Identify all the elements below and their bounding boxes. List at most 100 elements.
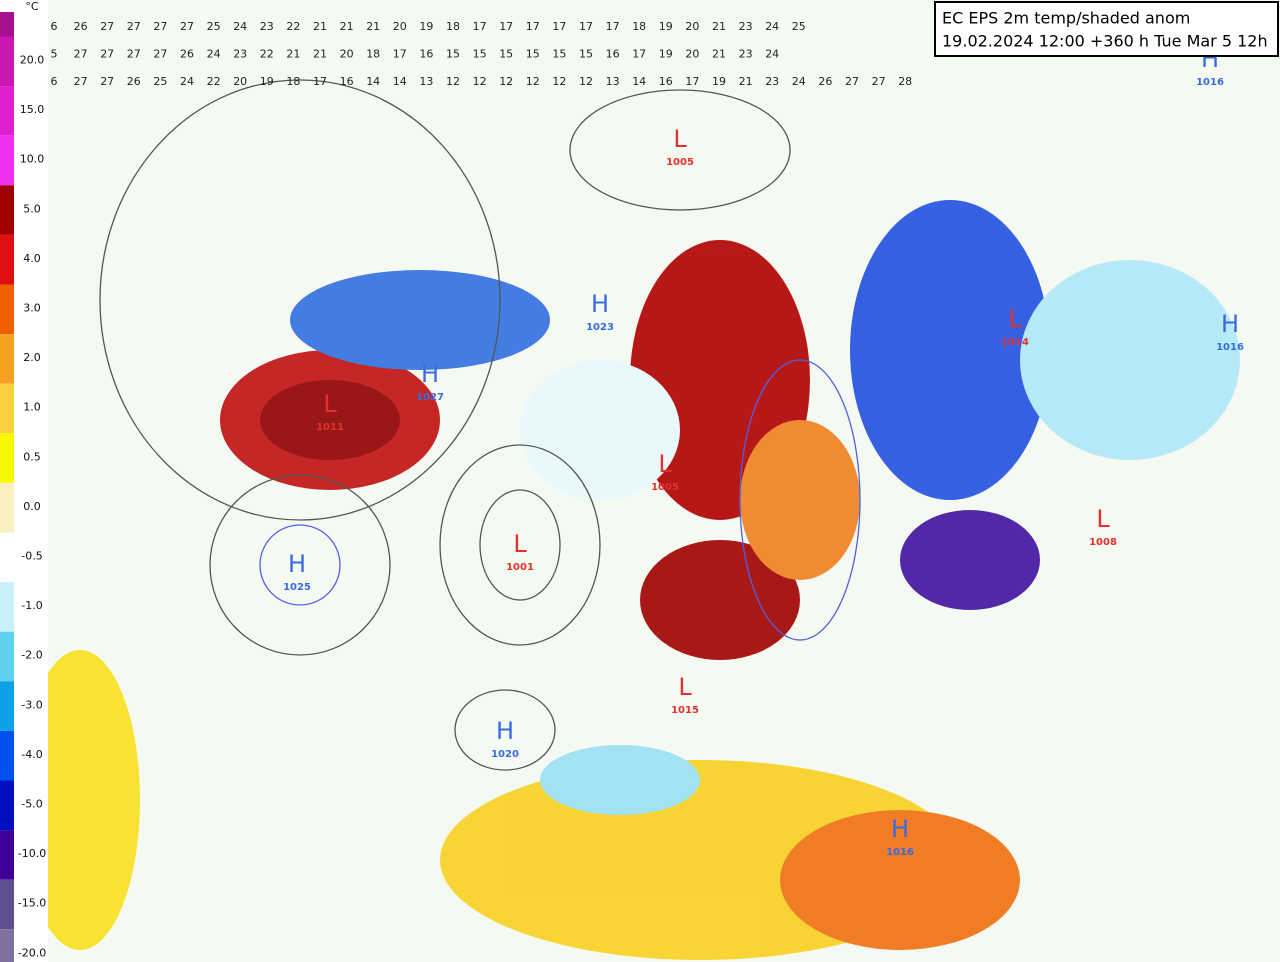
legend-swatch — [0, 433, 14, 483]
legend-label: 15.0 — [20, 103, 45, 116]
temperature-value: 16 — [659, 75, 673, 88]
temperature-value: 20 — [393, 20, 407, 33]
temperature-value: 27 — [74, 48, 88, 61]
legend-swatch — [0, 482, 14, 533]
legend-swatch — [0, 334, 14, 384]
legend-swatch — [0, 929, 14, 962]
legend-label: 5.0 — [23, 202, 41, 215]
pressure-centers: H 1025 H 1020 H 1027 H 1023 L 1005 L 1001 L 1005 L 1011… — [283, 45, 1244, 858]
temperature-value: 24 — [180, 75, 194, 88]
pressure-letter: H — [421, 360, 439, 388]
temperature-value: 16 — [419, 48, 433, 61]
legend-label: -10.0 — [18, 847, 46, 860]
legend-swatch — [0, 582, 14, 632]
temperature-value: 20 — [233, 75, 247, 88]
title-box: EC EPS 2m temp/shaded anom 19.02.2024 12… — [934, 1, 1279, 57]
pressure-letter: L — [323, 390, 337, 418]
legend-swatch — [0, 879, 14, 930]
temperature-value: 26 — [818, 75, 832, 88]
legend-label: -3.0 — [21, 698, 42, 711]
temperature-value: 21 — [712, 48, 726, 61]
legend-swatch — [0, 284, 14, 335]
temperature-value: 27 — [153, 48, 167, 61]
legend: °C 20.0 15.0 10.0 5.0 4.0 3.0 2.0 1.0 0.5 0.0 -0.5 -… — [0, 0, 48, 962]
temperature-value: 5 — [51, 48, 58, 61]
temperature-value: 25 — [207, 20, 221, 33]
temperature-value: 17 — [579, 20, 593, 33]
temperature-value: 6 — [51, 75, 58, 88]
temperature-grid: 6 26 27 27 27 27 25 24 23 22 21 21 21 20 19 18 17 17 17 17 1… — [51, 20, 913, 88]
temperature-value: 16 — [606, 48, 620, 61]
temperature-value: 12 — [552, 75, 566, 88]
temperature-value: 23 — [765, 75, 779, 88]
pressure-value: 1016 — [1216, 342, 1244, 353]
pressure-value: 1001 — [506, 562, 534, 573]
temperature-value: 21 — [739, 75, 753, 88]
pressure-value: 1011 — [316, 422, 344, 433]
legend-swatch — [0, 234, 14, 285]
temperature-value: 27 — [872, 75, 886, 88]
pressure-letter: L — [1008, 305, 1022, 333]
temperature-value: 17 — [552, 20, 566, 33]
legend-label: -1.0 — [21, 599, 42, 612]
temperature-value: 19 — [712, 75, 726, 88]
pressure-letter: L — [678, 673, 692, 701]
temperature-value: 13 — [419, 75, 433, 88]
legend-swatch — [0, 135, 14, 186]
legend-label: 3.0 — [23, 302, 41, 315]
temperature-value: 14 — [632, 75, 646, 88]
temperature-value: 17 — [473, 20, 487, 33]
pressure-value: 1005 — [666, 157, 694, 168]
temperature-value: 19 — [659, 20, 673, 33]
temperature-value: 15 — [473, 48, 487, 61]
pressure-value: 1008 — [1089, 537, 1117, 548]
pressure-value: 1015 — [671, 705, 699, 716]
temperature-value: 24 — [792, 75, 806, 88]
legend-label: -15.0 — [18, 897, 46, 910]
temperature-value: 23 — [739, 20, 753, 33]
legend-label: -20.0 — [18, 946, 46, 959]
temperature-value: 26 — [74, 20, 88, 33]
temperature-value: 17 — [499, 20, 513, 33]
legend-unit: °C — [25, 0, 39, 13]
pressure-value: 1016 — [1196, 77, 1224, 88]
legend-swatch — [0, 12, 14, 37]
temperature-value: 28 — [898, 75, 912, 88]
legend-swatch — [0, 681, 14, 731]
legend-label: 0.0 — [23, 500, 41, 513]
temperature-value: 22 — [207, 75, 221, 88]
legend-swatch — [0, 36, 14, 87]
temperature-value: 24 — [233, 20, 247, 33]
pressure-value: 1020 — [491, 749, 519, 760]
pressure-letter: H — [591, 290, 609, 318]
pressure-value: 1014 — [1001, 337, 1029, 348]
legend-swatch — [0, 631, 14, 682]
temperature-value: 14 — [366, 75, 380, 88]
legend-label: 1.0 — [23, 401, 41, 414]
temperature-value: 27 — [100, 20, 114, 33]
temperature-value: 24 — [765, 48, 779, 61]
temperature-value: 14 — [393, 75, 407, 88]
legend-swatch — [0, 730, 14, 781]
temperature-value: 26 — [127, 75, 141, 88]
legend-label: 0.5 — [23, 450, 41, 463]
temperature-value: 27 — [127, 20, 141, 33]
title-frame — [934, 1, 1279, 57]
pressure-value: 1016 — [886, 847, 914, 858]
legend-swatch — [0, 86, 14, 136]
pressure-value: 1027 — [416, 392, 444, 403]
temperature-value: 27 — [153, 20, 167, 33]
legend-label: -0.5 — [21, 550, 42, 563]
temperature-value: 20 — [340, 48, 354, 61]
temperature-value: 27 — [127, 48, 141, 61]
shaded-anomalies — [20, 200, 1240, 960]
temperature-value: 21 — [313, 20, 327, 33]
temperature-value: 12 — [473, 75, 487, 88]
legend-label: 4.0 — [23, 252, 41, 265]
title-line-1: EC EPS 2m temp/shaded anom — [942, 9, 1190, 28]
temperature-value: 23 — [739, 48, 753, 61]
pressure-value: 1023 — [586, 322, 614, 333]
temperature-value: 15 — [446, 48, 460, 61]
temperature-value: 18 — [446, 20, 460, 33]
